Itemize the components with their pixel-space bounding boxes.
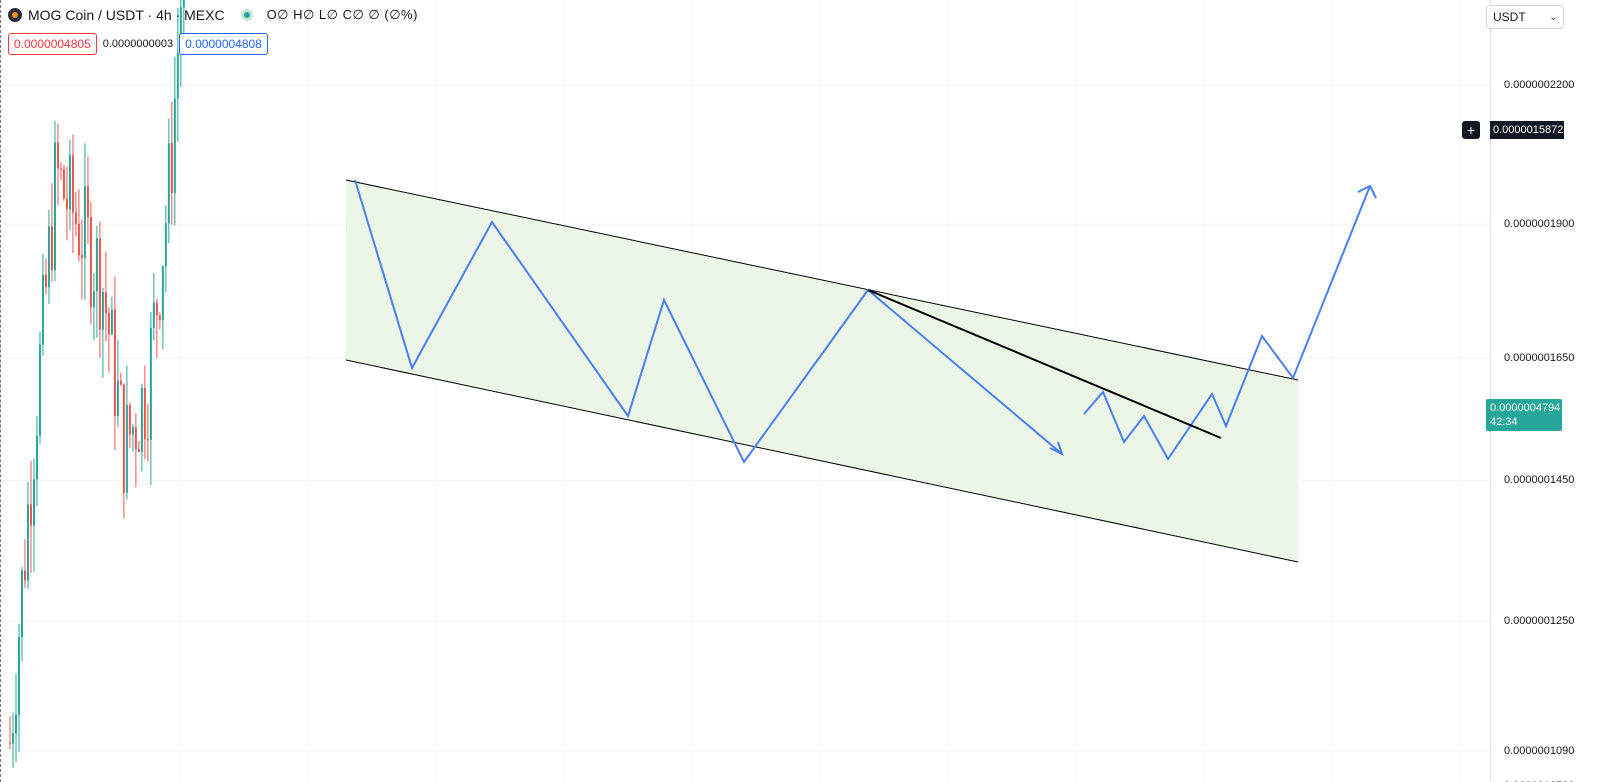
ohlc-values: O∅ H∅ L∅ C∅ ∅ (∅%)	[266, 7, 418, 22]
candle-body	[62, 169, 65, 199]
candle-body	[107, 313, 110, 335]
price-tick-label: 0.0000002200	[1504, 79, 1575, 92]
projection-drawing[interactable]	[354, 179, 1377, 464]
arrow-head-down	[1049, 441, 1064, 456]
channel-upper-line	[345, 179, 1299, 381]
buy-price-button[interactable]: 0.0000004808	[179, 33, 268, 55]
candle-body	[23, 570, 26, 581]
candle-body	[92, 291, 95, 308]
candle-body	[149, 327, 152, 441]
price-tick-label: 0.0000001450	[1504, 474, 1575, 487]
candle-body	[56, 142, 59, 169]
candle-body	[65, 198, 68, 210]
candle-body	[17, 637, 20, 715]
market-status-icon[interactable]	[240, 9, 253, 21]
candle-body	[128, 404, 131, 435]
candle-body	[38, 344, 41, 436]
price-tick-label: 0.0000001650	[1504, 351, 1575, 364]
trendline	[867, 289, 1222, 439]
candle-body	[122, 384, 125, 493]
future-projection-line	[1083, 185, 1371, 461]
candle-body	[152, 302, 155, 328]
countdown-timer: 42:34	[1490, 416, 1518, 428]
candle-body	[74, 212, 77, 224]
currency-select[interactable]: USDT ⌄	[1486, 5, 1564, 29]
sell-price-button[interactable]: 0.0000004805	[8, 33, 97, 55]
wave-projection-line	[354, 179, 1063, 464]
price-scale[interactable]: 0.00000230000.00000200000.00000170000.00…	[1490, 0, 1599, 782]
candle-body	[110, 309, 113, 335]
crosshair-price-label: 0.0000015872	[1490, 121, 1564, 139]
candle-body	[173, 98, 176, 193]
spread-value: 0.0000000003	[102, 38, 174, 50]
candles	[9, 0, 185, 768]
candle-body	[26, 504, 29, 581]
price-tick-label: 0.0000001090	[1504, 745, 1575, 757]
candle-body	[86, 186, 89, 218]
price-tick-label: 0.0000010500	[1504, 780, 1574, 782]
candle-body	[14, 714, 17, 734]
candle-body	[95, 238, 98, 292]
channel-lower-line	[345, 359, 1299, 563]
candle-body	[104, 292, 107, 314]
channel-fill	[346, 180, 1298, 562]
chevron-down-icon: ⌄	[1549, 11, 1557, 22]
candle-body	[11, 733, 14, 744]
candle-body	[146, 439, 149, 441]
chart-pane[interactable]	[0, 0, 1490, 782]
price-tick-label: 0.0000001250	[1504, 615, 1575, 628]
candle-body	[41, 274, 44, 345]
symbol-title[interactable]: MOG Coin / USDT · 4h · MEXC	[28, 7, 225, 23]
last-price-value: 0.0000004794	[1490, 402, 1561, 414]
candle-body	[89, 217, 92, 308]
last-price-label: 0.0000004794 42:34	[1486, 399, 1562, 431]
candle-body	[167, 143, 170, 224]
candle-body	[164, 223, 167, 267]
candle-body	[20, 570, 23, 638]
symbol-legend[interactable]: MOG Coin / USDT · 4h · MEXC O∅ H∅ L∅ C∅ …	[8, 7, 418, 23]
candle-body	[68, 155, 71, 210]
candle-body	[182, 0, 185, 8]
candle-body	[59, 168, 62, 170]
candle-body	[170, 143, 173, 193]
candle-body	[176, 52, 179, 99]
candle-body	[119, 380, 122, 385]
arrow-head-up	[1357, 184, 1377, 199]
candle-body	[44, 274, 47, 288]
plus-icon[interactable]: +	[1462, 121, 1480, 139]
candle-body	[29, 504, 32, 526]
candle-body	[179, 7, 182, 53]
candle-body	[125, 404, 128, 493]
candle-body	[9, 742, 11, 744]
candle-body	[50, 226, 53, 271]
candle-body	[98, 238, 101, 330]
currency-label: USDT	[1493, 10, 1526, 24]
candle-body	[71, 155, 74, 213]
price-tick-label: 0.0000001900	[1504, 218, 1575, 231]
candle-body	[83, 186, 86, 258]
left-dashed-line	[0, 0, 1, 782]
candle-body	[158, 315, 161, 321]
candle-body	[101, 292, 104, 330]
candle-body	[161, 266, 164, 321]
candle-body	[155, 302, 158, 316]
candle-body	[35, 435, 38, 480]
candle-body	[53, 142, 56, 271]
mog-coin-icon	[8, 8, 22, 22]
candle-body	[140, 387, 143, 453]
trade-prices: 0.0000004805 0.0000000003 0.0000004808	[8, 33, 268, 55]
price-chart[interactable]	[0, 0, 1490, 782]
candle-body	[32, 479, 35, 526]
candle-body	[113, 309, 116, 417]
candle-body	[134, 427, 137, 449]
candle-body	[116, 380, 119, 417]
candle-body	[77, 223, 80, 256]
candle-body	[137, 448, 140, 453]
candle-body	[131, 427, 134, 435]
candle-body	[47, 226, 50, 288]
channel-drawing[interactable]	[180, 0, 1446, 563]
candle-body	[80, 255, 83, 258]
candle-body	[143, 387, 146, 440]
